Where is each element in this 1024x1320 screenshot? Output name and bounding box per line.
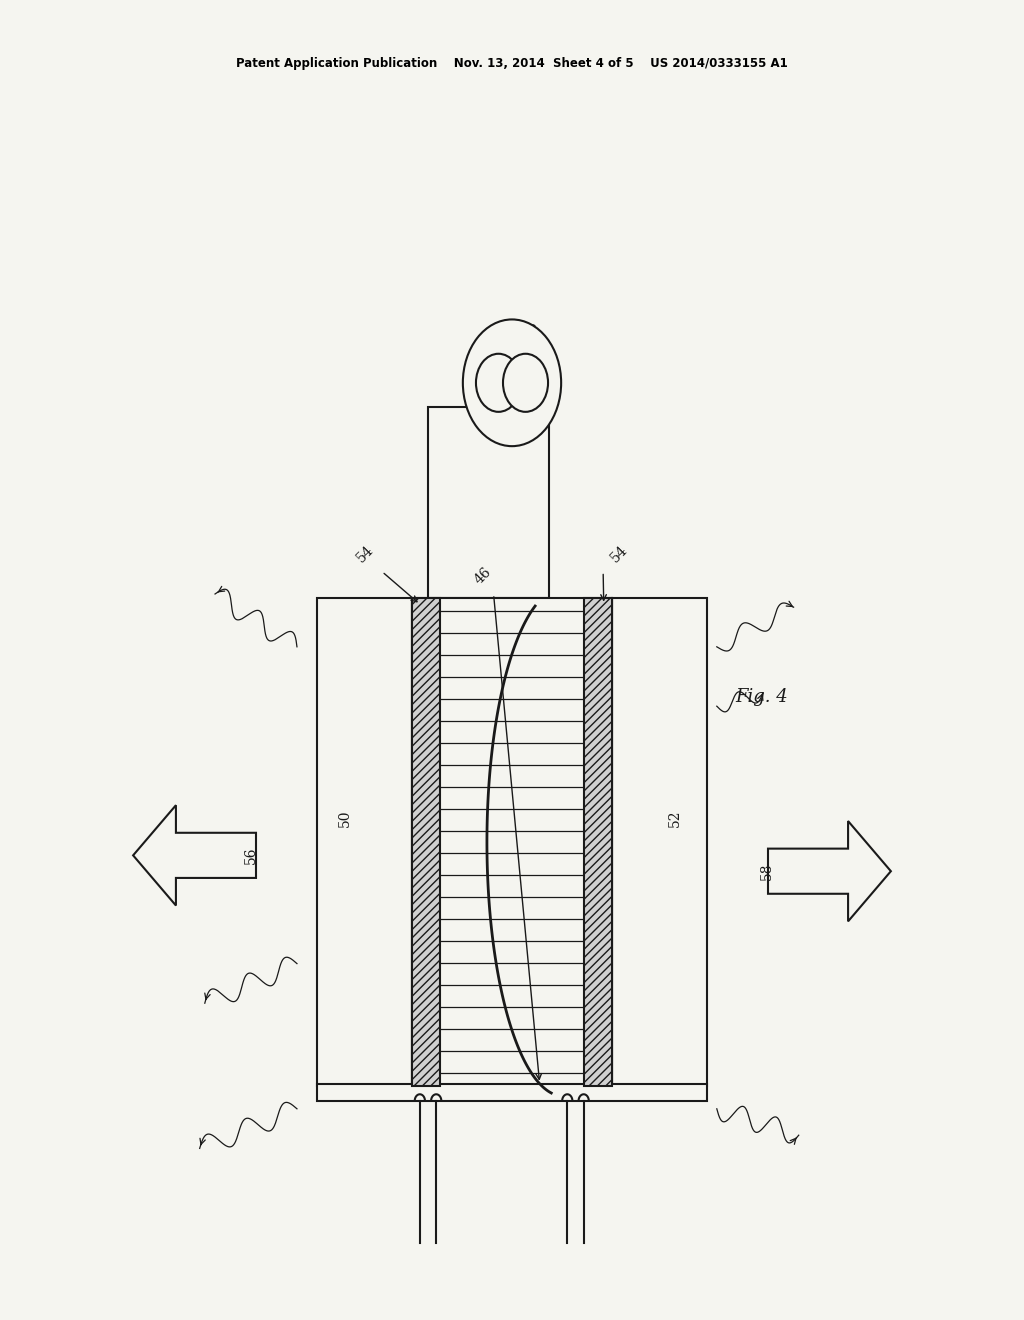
Circle shape <box>476 354 521 412</box>
Text: Fig. 4: Fig. 4 <box>735 688 788 706</box>
Circle shape <box>503 354 548 412</box>
Bar <box>317 1084 707 1101</box>
Text: 58: 58 <box>760 862 774 880</box>
Text: 54: 54 <box>608 543 631 565</box>
Circle shape <box>463 319 561 446</box>
Bar <box>412 598 440 1086</box>
Text: 48: 48 <box>525 322 540 339</box>
Bar <box>428 407 549 598</box>
Text: 52: 52 <box>668 809 682 828</box>
Text: Patent Application Publication    Nov. 13, 2014  Sheet 4 of 5    US 2014/0333155: Patent Application Publication Nov. 13, … <box>237 57 787 70</box>
Text: 56: 56 <box>244 846 258 865</box>
Bar <box>584 598 612 1086</box>
Text: 50: 50 <box>338 809 352 828</box>
Bar <box>412 598 612 1086</box>
Text: 54: 54 <box>354 543 377 565</box>
Bar <box>612 598 707 1086</box>
Text: 46: 46 <box>472 565 495 587</box>
Bar <box>317 598 412 1086</box>
